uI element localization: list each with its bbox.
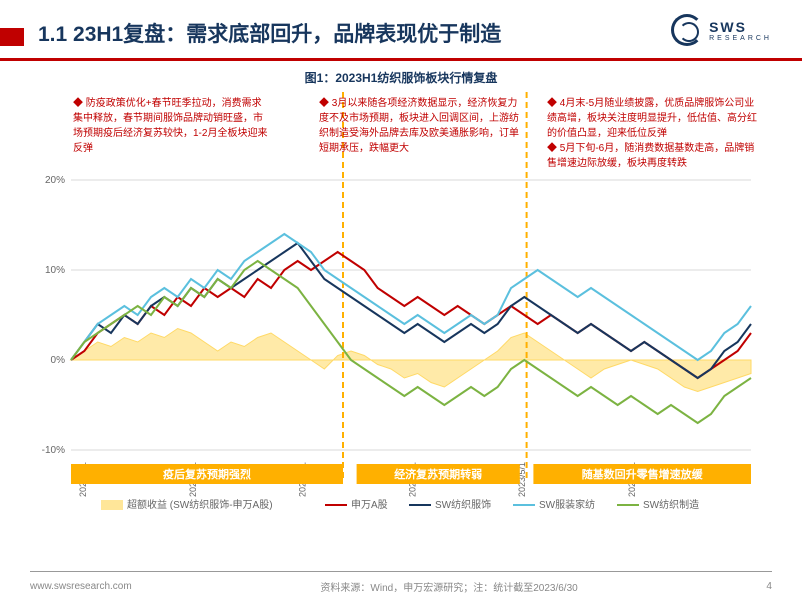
logo-line1: SWS — [709, 19, 772, 35]
chart-title: 图1：2023H1纺织服饰板块行情复盘 — [0, 69, 802, 86]
svg-text:SW纺织服饰: SW纺织服饰 — [435, 498, 491, 511]
svg-text:经济复苏预期转弱: 经济复苏预期转弱 — [394, 467, 482, 481]
svg-text:-10%: -10% — [42, 445, 65, 456]
svg-text:随基数回升零售增速放缓: 随基数回升零售增速放缓 — [582, 467, 704, 481]
page-title: 1.1 23H1复盘：需求底部回升，品牌表现优于制造 — [38, 18, 501, 48]
annotation: ◆ 3月以来随各项经济数据显示，经济恢复力度不及市场预期，板块进入回调区间，上游… — [319, 96, 525, 156]
chart-area: -10%0%10%20%2023/1/12023/2/12023/3/12023… — [31, 90, 771, 530]
footer: www.swsresearch.com 资料来源：Wind，申万宏源研究；注：统… — [0, 579, 802, 594]
footer-page: 4 — [766, 581, 772, 592]
annotation: ◆ 防疫政策优化+春节旺季拉动，消费需求集中释放，春节期间服饰品牌动销旺盛，市场… — [73, 96, 271, 156]
svg-text:超额收益 (SW纺织服饰-申万A股): 超额收益 (SW纺织服饰-申万A股) — [127, 498, 273, 511]
svg-text:SW纺织制造: SW纺织制造 — [643, 498, 699, 511]
footer-url: www.swsresearch.com — [30, 581, 132, 592]
header-accent — [0, 28, 24, 46]
svg-text:0%: 0% — [51, 355, 66, 366]
logo-swirl-icon — [671, 14, 703, 46]
svg-text:SW服装家纺: SW服装家纺 — [539, 498, 595, 511]
annotation: ◆ 4月末-5月随业绩披露，优质品牌服饰公司业绩高增，板块关注度明显提升，低估值… — [547, 96, 757, 171]
footer-line — [30, 571, 772, 572]
footer-source: 资料来源：Wind，申万宏源研究；注：统计截至2023/6/30 — [320, 579, 577, 594]
svg-text:疫后复苏预期强烈: 疫后复苏预期强烈 — [163, 467, 251, 481]
svg-text:20%: 20% — [45, 175, 65, 186]
page-header: 1.1 23H1复盘：需求底部回升，品牌表现优于制造 SWS RESEARCH — [0, 0, 802, 61]
svg-text:10%: 10% — [45, 265, 65, 276]
logo-line2: RESEARCH — [709, 35, 772, 42]
sws-logo: SWS RESEARCH — [671, 14, 772, 46]
svg-text:申万A股: 申万A股 — [351, 498, 388, 511]
